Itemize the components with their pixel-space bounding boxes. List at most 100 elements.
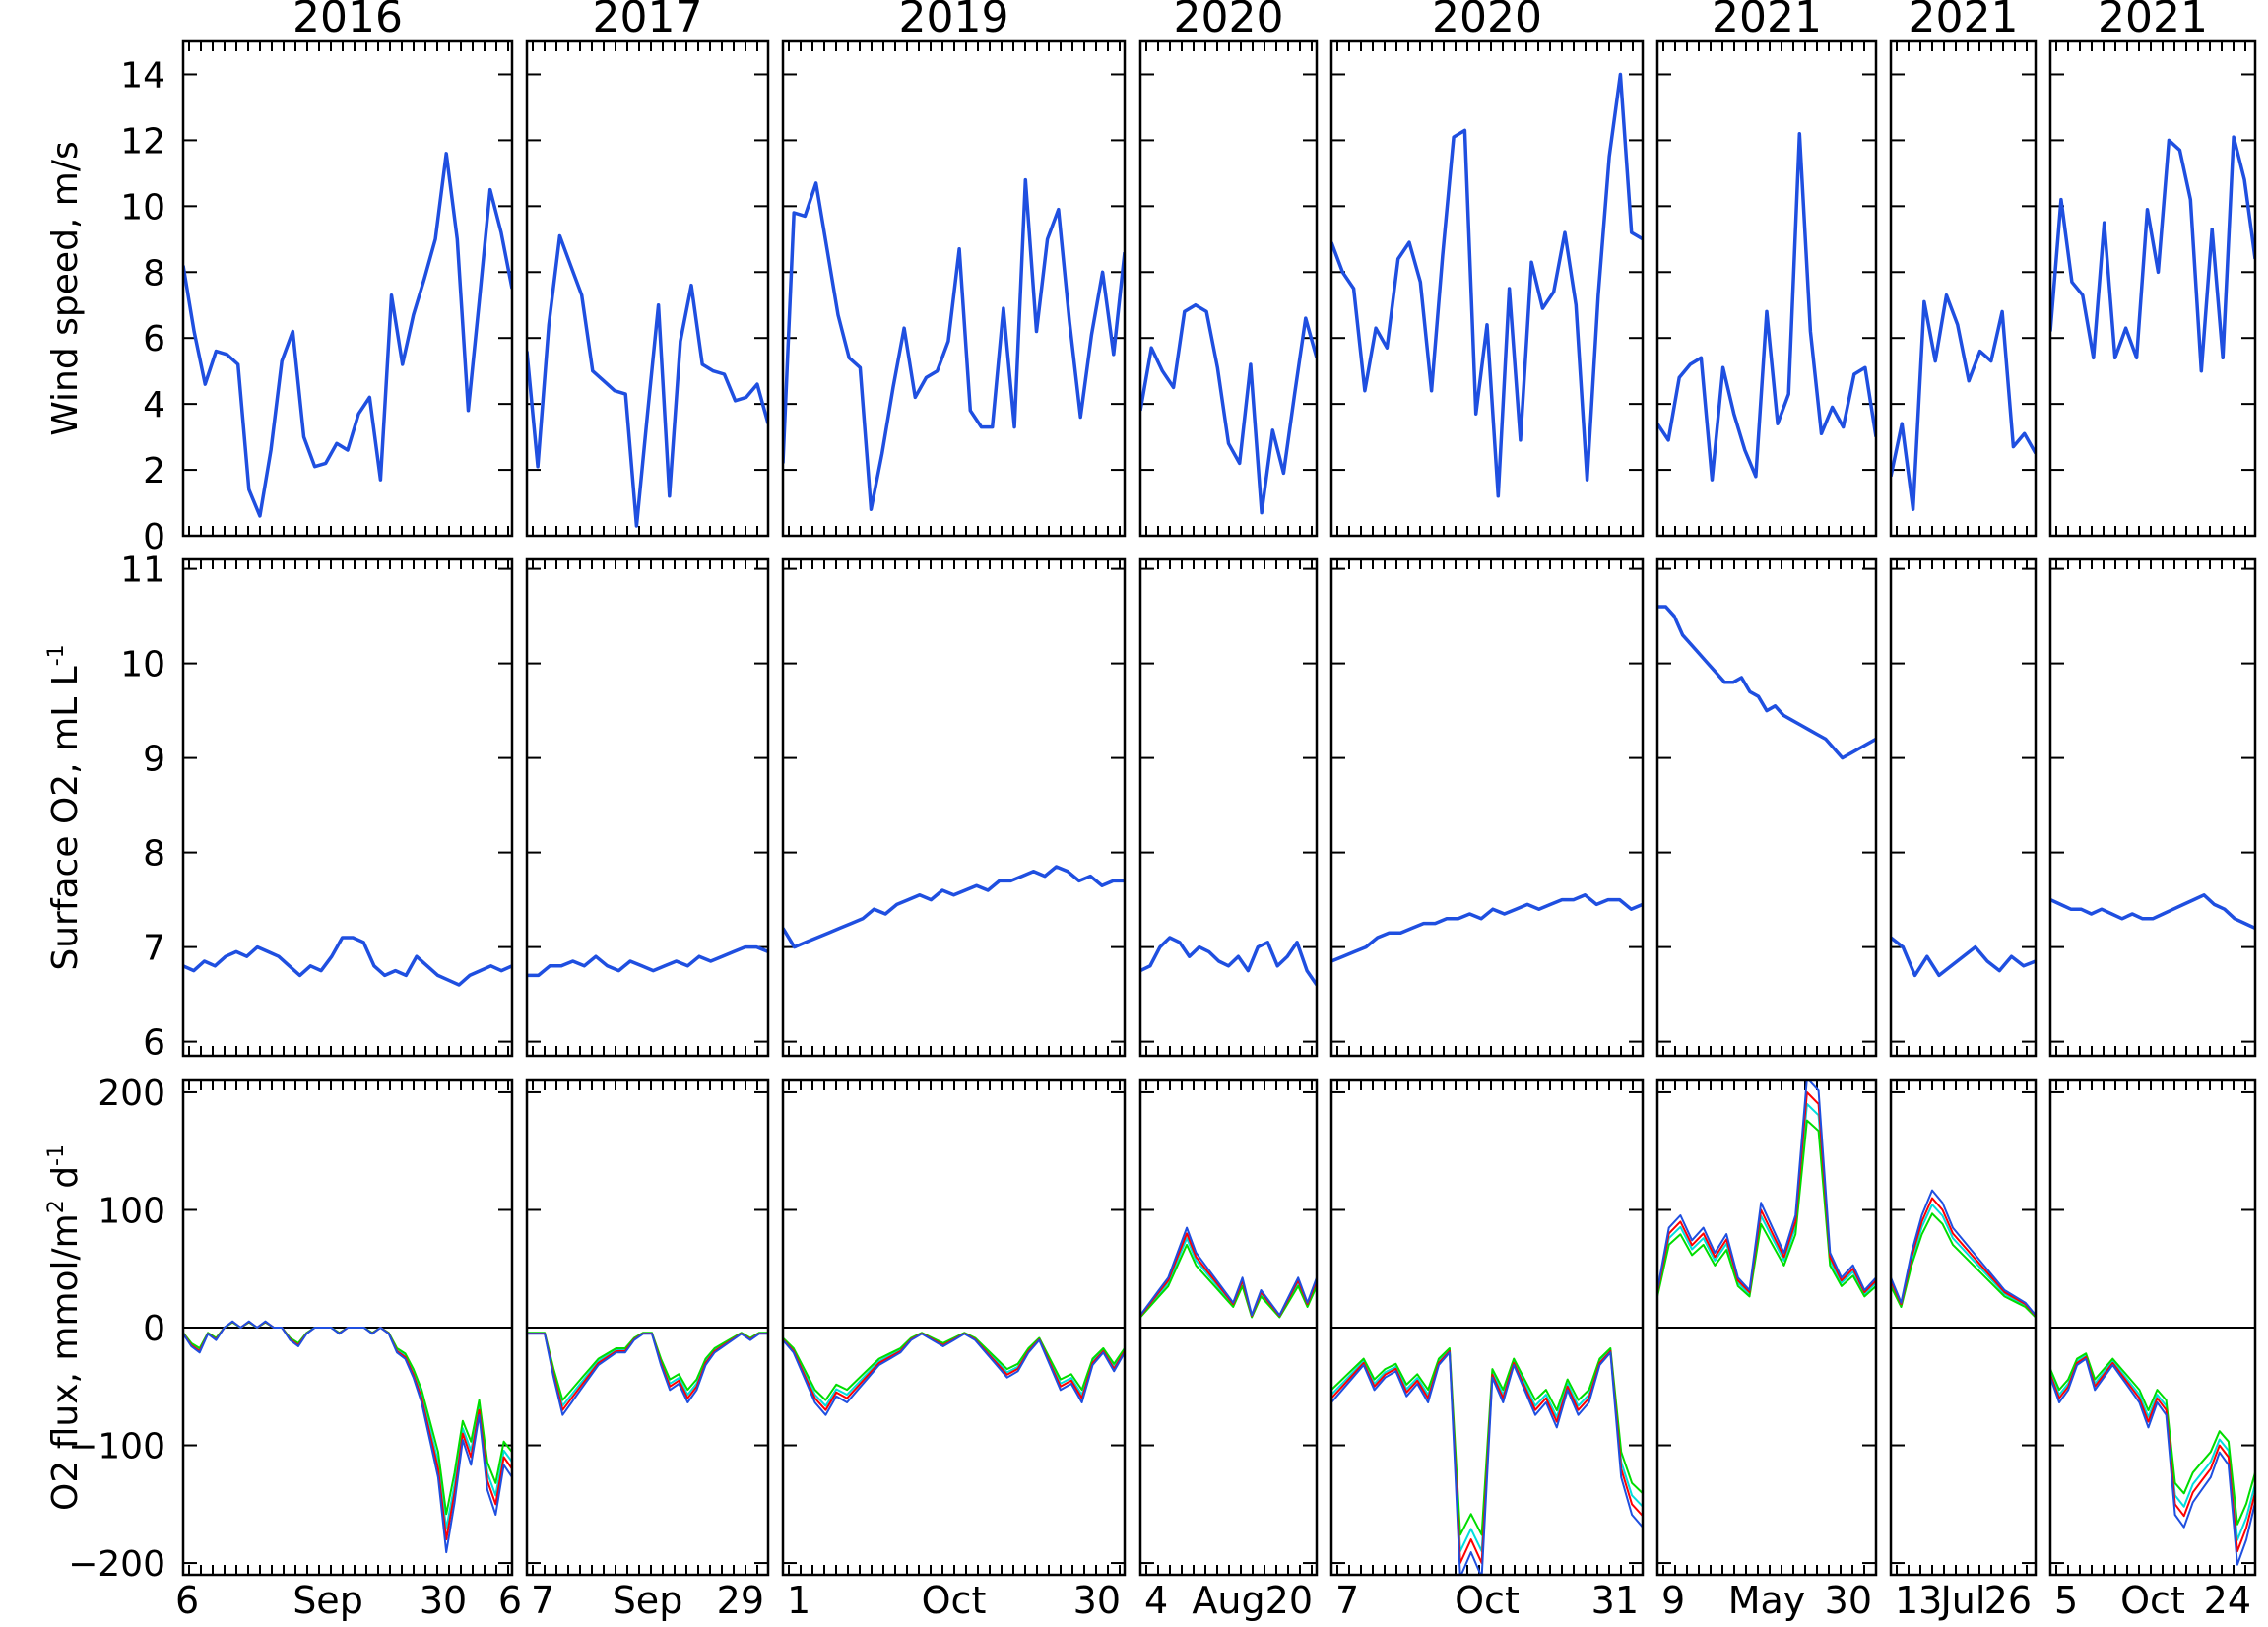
x-tick-label: 7 — [531, 1579, 554, 1622]
panel-r2-c1 — [525, 1078, 770, 1577]
panel-r2-c6 — [1889, 1078, 2038, 1577]
y-tick-label: 0 — [143, 1309, 165, 1349]
x-tick-label: 24 — [2204, 1579, 2251, 1622]
x-tick-label: 30 — [1825, 1579, 1872, 1622]
series-line — [1891, 1197, 2036, 1317]
series-line — [1140, 1243, 1317, 1319]
series-line — [783, 1332, 1125, 1401]
panel-r0-c3 — [1138, 39, 1319, 538]
panel-r0-c6 — [1889, 39, 2038, 538]
x-tick-label: Aug — [1192, 1579, 1264, 1622]
y-axis-label-text: O2 flux, mmol/m — [45, 1213, 86, 1511]
series-line — [1891, 936, 2036, 978]
y-axis-labels: Wind speed, m/s 0 2 4 6 8 10 12 14 Surface O2, mL… — [44, 55, 165, 1585]
panel-frame — [781, 39, 1127, 538]
panel-r0-c4 — [1329, 39, 1645, 538]
y-axis-label-superscript: 2 — [44, 1200, 69, 1213]
x-tick-label: 7 — [1335, 1579, 1359, 1622]
x-tick-label: Sep — [613, 1579, 683, 1622]
panel-frame — [1889, 39, 2038, 538]
panel-frame — [1655, 557, 1878, 1058]
x-tick-labels: 6 Sep 30 6 7 Sep 29 1 Oct 30 4 Aug 20 7 Oct 31 9 May 30 13J… — [175, 1579, 2251, 1622]
y-tick-label: 14 — [120, 55, 165, 96]
panel-frame — [1138, 557, 1319, 1058]
panel-frame — [781, 557, 1127, 1058]
panel-r2-c0 — [181, 1078, 514, 1577]
panel-frame — [525, 39, 770, 538]
series-line — [2050, 1357, 2255, 1566]
y-tick-label: 12 — [120, 121, 165, 162]
y-axis-label-text: Wind speed, m/s — [45, 141, 86, 436]
x-tick-label: Oct — [1455, 1579, 1520, 1622]
y-tick-label: 2 — [143, 451, 165, 491]
series-line — [1331, 72, 1643, 498]
series-line — [527, 1332, 768, 1401]
y-axis-label-tail: d — [45, 1166, 86, 1200]
series-line — [527, 1332, 768, 1407]
panel-frame — [525, 557, 770, 1058]
panel-title-2: 2019 — [899, 0, 1009, 42]
series-line — [1140, 302, 1317, 515]
series-line — [1891, 1212, 2036, 1319]
panel-r2-c2 — [781, 1078, 1127, 1577]
panel-frame — [1655, 39, 1878, 538]
panel-title-4: 2020 — [1432, 0, 1542, 42]
panel-r0-c1 — [525, 39, 770, 538]
x-tick-label: Sep — [292, 1579, 363, 1622]
y-tick-label: 6 — [143, 1023, 165, 1064]
series-line — [1891, 293, 2036, 511]
panel-frame — [181, 39, 514, 538]
x-tick-label: Jul — [1939, 1579, 1986, 1622]
panel-frame — [1329, 1078, 1645, 1577]
series-line — [527, 233, 768, 528]
panel-r1-c3 — [1138, 557, 1319, 1058]
panel-frame — [1329, 557, 1645, 1058]
series-line — [1657, 131, 1876, 482]
panel-frame — [2048, 557, 2257, 1058]
panel-r2-c7 — [2048, 1078, 2257, 1577]
x-tick-label: May — [1728, 1579, 1806, 1622]
panel-frame — [1138, 1078, 1319, 1577]
panel-frame — [181, 557, 514, 1058]
x-tick-label: 6 — [175, 1579, 199, 1622]
y-tick-label: 100 — [97, 1191, 165, 1231]
y-tick-label: 200 — [97, 1074, 165, 1114]
y-tick-label: 10 — [120, 187, 165, 228]
panel-frame — [2048, 39, 2257, 538]
x-tick-label: 13 — [1895, 1579, 1942, 1622]
series-line — [1657, 1102, 1876, 1295]
panel-r1-c7 — [2048, 557, 2257, 1058]
x-tick-label: 4 — [1144, 1579, 1168, 1622]
panel-frame — [1889, 557, 2038, 1058]
x-tick-label: 5 — [2054, 1579, 2078, 1622]
series-line — [1331, 1351, 1643, 1575]
panel-title-0: 2016 — [292, 0, 403, 42]
y-tick-label: 8 — [143, 253, 165, 293]
series-line — [1140, 936, 1317, 986]
x-tick-label: 31 — [1591, 1579, 1639, 1622]
series-line — [783, 177, 1125, 511]
x-tick-label: 6 — [498, 1579, 522, 1622]
y-tick-label: 10 — [120, 645, 165, 685]
y-tick-label: 8 — [143, 834, 165, 875]
x-tick-label: 1 — [787, 1579, 810, 1622]
y-axis-label-superscript: -1 — [44, 644, 69, 666]
series-line — [1331, 893, 1643, 963]
panel-frame — [2048, 1078, 2257, 1577]
y-tick-label: −100 — [68, 1427, 165, 1467]
y-tick-label: 4 — [143, 385, 165, 425]
panel-r1-c4 — [1329, 557, 1645, 1058]
y-tick-label: 9 — [143, 740, 165, 780]
y-tick-label: 0 — [143, 517, 165, 557]
panel-r1-c6 — [1889, 557, 2038, 1058]
panel-frame — [181, 1078, 514, 1577]
y-tick-label: 7 — [143, 929, 165, 969]
x-tick-label: 29 — [717, 1579, 764, 1622]
series-line — [1657, 1080, 1876, 1291]
series-line — [2050, 1352, 2255, 1526]
series-line — [783, 865, 1125, 949]
panel-r1-c2 — [781, 557, 1127, 1058]
panel-title-1: 2017 — [593, 0, 703, 42]
y-axis-label-row-0: Wind speed, m/s — [45, 141, 86, 436]
